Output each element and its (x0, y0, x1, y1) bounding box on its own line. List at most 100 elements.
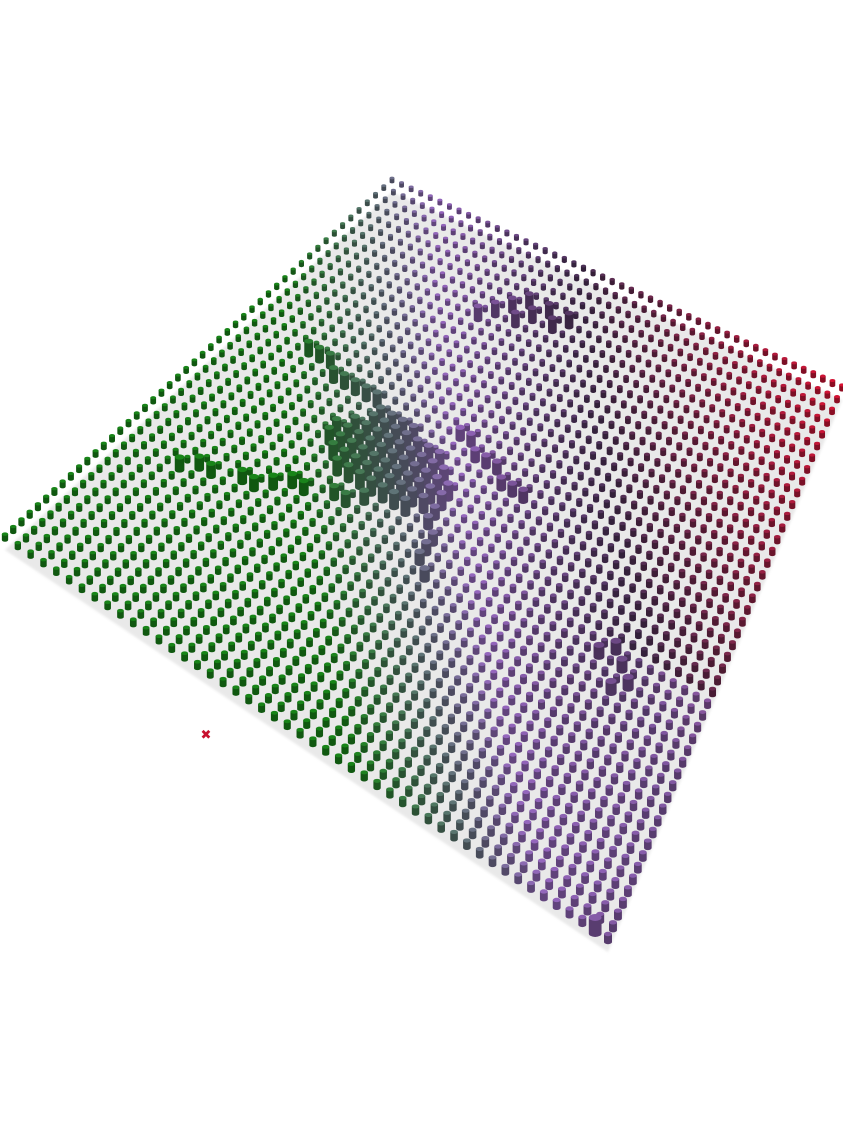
pin (586, 860, 595, 873)
pin (649, 826, 657, 839)
pin (211, 357, 217, 366)
pin (646, 522, 653, 533)
pin (258, 435, 265, 444)
pin (579, 541, 587, 551)
raised-pin (268, 472, 279, 491)
pin (530, 432, 537, 442)
pin (709, 686, 717, 698)
pin (329, 324, 335, 333)
pin (477, 277, 483, 285)
pin (242, 451, 249, 461)
pin (748, 451, 755, 460)
pin (284, 288, 290, 296)
pin (334, 302, 340, 311)
pin (303, 690, 311, 702)
pin (625, 310, 631, 319)
pin (84, 495, 91, 505)
pin (67, 471, 74, 481)
pin (347, 733, 356, 745)
pin (104, 495, 111, 505)
pin (540, 787, 548, 799)
pin (689, 518, 697, 528)
pin (618, 576, 625, 587)
pin (300, 446, 307, 456)
pin (594, 807, 603, 819)
pin (47, 510, 54, 520)
pin (601, 900, 610, 913)
pin (367, 553, 375, 563)
pin (187, 574, 195, 585)
pin (502, 621, 510, 632)
pin (537, 642, 545, 653)
pin (59, 518, 67, 528)
pin (314, 533, 321, 544)
pin (309, 265, 315, 273)
pin (740, 392, 747, 401)
pin (700, 552, 707, 562)
pin (469, 286, 476, 294)
pin (300, 320, 306, 329)
pin (158, 388, 165, 397)
pin (773, 478, 780, 487)
pin (435, 762, 444, 774)
pin (469, 573, 476, 583)
pin (778, 466, 785, 476)
pin (446, 559, 453, 570)
pin (653, 484, 660, 494)
pin (742, 490, 749, 500)
pin (276, 604, 283, 615)
pin (379, 712, 387, 723)
pin (706, 485, 713, 495)
pin (292, 280, 299, 289)
pin (319, 270, 325, 278)
pin (738, 446, 745, 455)
pin (804, 465, 811, 474)
pin (453, 417, 460, 426)
pin (414, 581, 422, 592)
pin (651, 309, 657, 318)
pin (615, 478, 622, 488)
pin (192, 446, 199, 456)
pin (448, 742, 456, 754)
pin (493, 560, 500, 570)
pin (620, 494, 627, 504)
pin (653, 389, 660, 399)
pin (373, 722, 381, 733)
pin (513, 233, 519, 241)
pin (640, 776, 648, 789)
pin (364, 257, 370, 265)
pin (673, 579, 680, 590)
pin (668, 534, 675, 545)
pin (347, 761, 356, 773)
pin (510, 782, 518, 794)
pin (748, 564, 755, 574)
pin (237, 539, 244, 550)
pin (750, 396, 756, 406)
pin (480, 580, 488, 590)
pin (533, 292, 540, 300)
pin (573, 579, 580, 589)
pin (574, 524, 582, 534)
pin (532, 869, 541, 882)
pin (289, 315, 295, 323)
pin (727, 552, 734, 563)
pin (733, 429, 740, 439)
pin (382, 254, 388, 262)
pin (549, 677, 557, 689)
pin (361, 244, 368, 252)
pin (749, 423, 756, 433)
pin (509, 421, 516, 430)
x-marker-icon[interactable]: ✖ (200, 728, 212, 743)
pin (414, 283, 420, 291)
pin (562, 449, 569, 459)
pin (514, 872, 523, 885)
pin (122, 559, 130, 569)
pin (582, 799, 591, 811)
pin (620, 720, 628, 732)
pin (350, 286, 356, 295)
pin (578, 681, 586, 692)
pin (235, 632, 243, 643)
pin (637, 395, 643, 404)
pin (478, 634, 486, 645)
pin (564, 269, 570, 277)
